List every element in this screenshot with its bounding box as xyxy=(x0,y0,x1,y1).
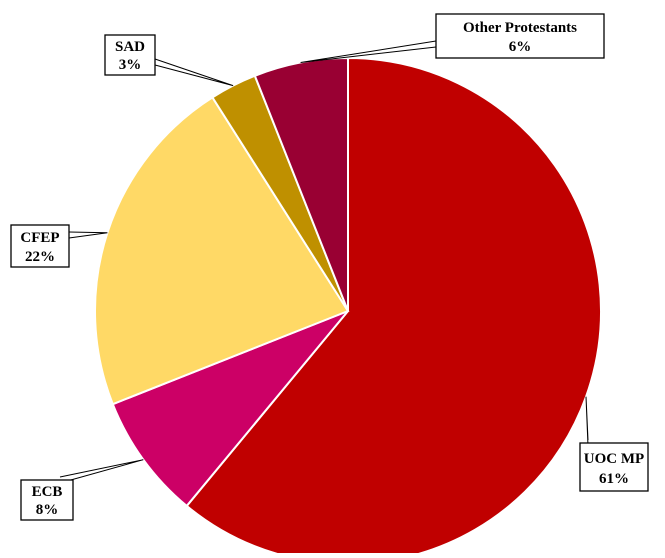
callout-other-protestants: Other Protestants 6% xyxy=(435,13,605,59)
slice-value-uoc-mp: 61% xyxy=(599,471,629,487)
pie-slices xyxy=(94,56,602,558)
leader-line-cfep xyxy=(68,231,108,239)
leader-line-sad xyxy=(154,58,234,87)
callout-box-uoc-mp xyxy=(579,442,649,492)
slice-value-sad: 3% xyxy=(119,57,142,73)
callout-ecb: ECB 8% xyxy=(20,479,74,521)
callout-cfep: CFEP 22% xyxy=(10,224,70,268)
slice-label-other-protestants: Other Protestants xyxy=(463,20,577,36)
callout-uoc-mp: UOC MP 61% xyxy=(579,442,649,492)
callout-box-cfep xyxy=(10,224,70,268)
pie-slice-cfep xyxy=(94,96,350,406)
leader-line-ecb xyxy=(59,459,144,484)
callout-box-sad xyxy=(104,34,156,76)
callout-sad: SAD 3% xyxy=(104,34,156,76)
callout-box-other-protestants xyxy=(435,13,605,59)
slice-label-sad: SAD xyxy=(115,39,145,55)
slice-label-cfep: CFEP xyxy=(20,230,59,246)
slice-label-uoc-mp: UOC MP xyxy=(584,451,644,467)
callout-box-ecb xyxy=(20,479,74,521)
slice-value-ecb: 8% xyxy=(36,502,59,518)
callout-leaders xyxy=(59,40,589,484)
slice-label-ecb: ECB xyxy=(32,484,63,500)
leader-line-uoc-mp xyxy=(585,396,589,447)
slice-value-other-protestants: 6% xyxy=(509,39,532,55)
slice-value-cfep: 22% xyxy=(25,249,55,265)
leader-line-other-protestants xyxy=(300,40,437,63)
